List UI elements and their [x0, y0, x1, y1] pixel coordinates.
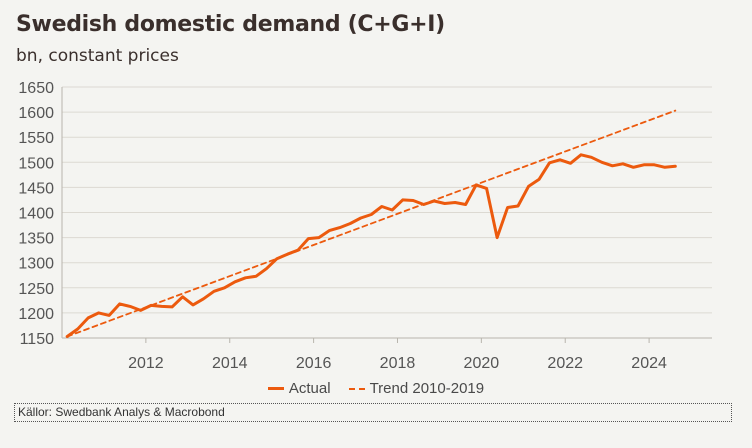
y-tick-label: 1350: [18, 231, 54, 248]
x-tick-label: 2022: [547, 355, 583, 372]
legend-label-actual: Actual: [288, 380, 331, 397]
y-tick-label: 1650: [18, 80, 54, 97]
x-tick-label: 2014: [212, 355, 248, 372]
series-lines: [65, 109, 677, 338]
x-tick-label: 2012: [128, 355, 164, 372]
chart-subtitle: bn, constant prices: [16, 46, 179, 66]
axes: [61, 87, 712, 343]
source-note: Källor: Swedbank Analys & Macrobond: [14, 403, 732, 422]
x-tick-labels: 2012 2014 2016 2018 2020 2022 2024: [128, 355, 667, 372]
x-tick-label: 2024: [631, 355, 667, 372]
legend-swatch-solid: [267, 387, 284, 390]
y-tick-label: 1400: [18, 206, 54, 223]
legend: Actual Trend 2010-2019: [0, 380, 752, 397]
chart-title: Swedish domestic demand (C+G+I): [16, 12, 445, 37]
y-tick-label: 1200: [18, 306, 54, 323]
x-tick-label: 2020: [464, 355, 500, 372]
y-tick-label: 1450: [18, 180, 54, 197]
y-tick-label: 1500: [18, 155, 54, 172]
y-tick-label: 1150: [20, 331, 55, 348]
legend-item-trend[interactable]: Trend 2010-2019: [348, 380, 485, 397]
legend-swatch-dashed: [348, 387, 365, 390]
y-tick-label: 1250: [18, 281, 54, 298]
series-line-trend: [66, 109, 677, 338]
y-tick-label: 1300: [18, 256, 54, 273]
legend-item-actual[interactable]: Actual: [267, 380, 331, 397]
x-tick-label: 2016: [296, 355, 332, 372]
gridlines: [62, 86, 712, 339]
series-line-actual: [65, 153, 677, 338]
legend-label-trend: Trend 2010-2019: [369, 380, 485, 397]
y-tick-label: 1600: [18, 105, 54, 122]
y-tick-label: 1550: [18, 130, 54, 147]
x-tick-label: 2018: [380, 355, 416, 372]
y-tick-labels: 1150 1200 1250 1300 1350 1400 1450 1500 1550 1600…: [18, 80, 54, 348]
